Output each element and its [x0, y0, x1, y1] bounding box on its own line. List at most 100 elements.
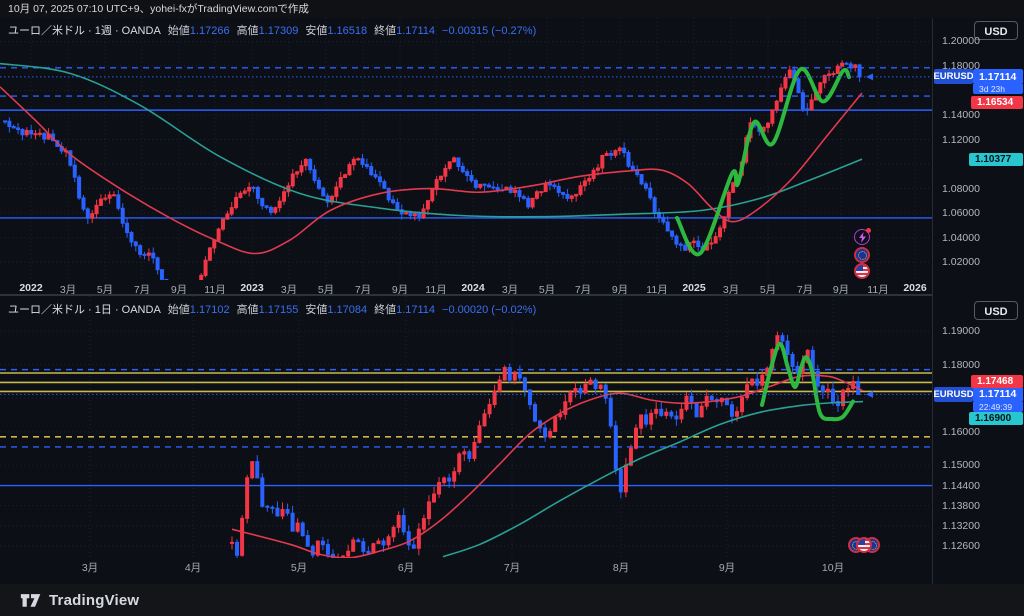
candle-body [709, 395, 714, 401]
axis-price-label: 1.08000 [942, 182, 980, 195]
weekly-time-axis[interactable]: 2022 3月 5月 7月 9月 11月 2023 3月 5月 7月 9月 11月 2024 3月 5月 7月… [0, 280, 1024, 296]
candle-body [659, 408, 664, 416]
candle-body [609, 152, 614, 156]
candle-body [582, 180, 587, 187]
candle-body [539, 191, 544, 194]
candle-body [556, 185, 561, 193]
candle-body [442, 477, 447, 484]
candle-body [260, 477, 265, 507]
candle-body [133, 241, 138, 247]
candle-body [548, 182, 552, 186]
candle-body [639, 174, 644, 185]
ma-value-badge: 1.10377 [969, 152, 1023, 166]
candle-body [98, 198, 103, 206]
daily-time-axis[interactable]: 3月4月5月6月7月8月9月10月11月 [0, 558, 1024, 578]
economic-event-icon[interactable] [854, 228, 871, 245]
candle-body [376, 540, 381, 545]
candle-body [42, 132, 47, 140]
tradingview-logo-text: TradingView [49, 591, 140, 609]
fast-ma-line[interactable] [231, 374, 864, 558]
candle-body [822, 74, 827, 84]
axis-price-label: 1.13800 [942, 499, 980, 512]
candle-body [282, 191, 287, 202]
candle-body [268, 206, 273, 213]
candle-body [783, 77, 788, 89]
candle-body [467, 451, 472, 459]
candle-body [565, 193, 570, 199]
us-flag-event-icon[interactable] [854, 263, 870, 279]
chart-area[interactable]: 2022 3月 5月 7月 9月 11月 2023 3月 5月 7月 9月 11月 2024 3月 5月 7月… [0, 18, 1024, 584]
candle-body [129, 232, 134, 243]
candle-body [563, 401, 568, 415]
current-price-badge[interactable]: 1.17114 [973, 69, 1023, 85]
candle-body [526, 197, 531, 208]
alert-price-badge[interactable]: 1.17468 [971, 374, 1023, 388]
currency-button-daily[interactable]: USD [974, 301, 1018, 320]
candle-body [661, 216, 666, 223]
symbol-price-tag[interactable]: EURUSD [933, 386, 974, 402]
candle-body [740, 397, 745, 413]
alert-dot [866, 228, 871, 233]
candle-body [24, 129, 29, 136]
slow-ma-line[interactable] [442, 400, 864, 558]
candle-body [517, 189, 522, 198]
time-tick-label: 7月 [354, 284, 372, 296]
attribution-text: 10月 07, 2025 07:10 UTC+9、yohei-fxがTradin… [8, 3, 309, 15]
us-flag-event-icon[interactable] [856, 537, 872, 553]
slow-ma-line[interactable] [0, 62, 863, 218]
candle-body [598, 384, 603, 390]
trend-annotation-line[interactable] [760, 341, 855, 422]
candle-body [11, 126, 16, 129]
candle-body [679, 408, 684, 420]
candle-body [652, 197, 657, 213]
weekly-legend[interactable]: ユーロ／米ドル · 1週 · OANDA 始値1.17266 高値1.17309 安値… [8, 22, 536, 38]
pane-divider[interactable] [0, 294, 1024, 296]
tradingview-logo-icon [20, 594, 41, 607]
candle-body [517, 371, 522, 379]
weekly-chart-pane[interactable] [0, 18, 932, 280]
candle-body [465, 171, 470, 177]
candle-body [674, 235, 679, 245]
legend-ohlc-item: 高値1.17155 [236, 304, 299, 316]
candle-body [275, 507, 280, 517]
price-axis[interactable]: USD USD 1.20000 1.18000 1.14000 1.12000 1.08… [932, 18, 1024, 584]
candle-body [664, 411, 669, 416]
candle-body [107, 194, 112, 199]
candle-body [346, 550, 351, 557]
candle-body [745, 384, 750, 399]
axis-price-label: 1.20000 [942, 35, 980, 48]
daily-legend[interactable]: ユーロ／米ドル · 1日 · OANDA 始値1.17102 高値1.17155 安値… [8, 301, 536, 317]
candle-body [112, 194, 116, 197]
candle-body [207, 247, 212, 261]
trend-annotation-line[interactable] [675, 67, 851, 257]
candle-body [713, 236, 718, 244]
alert-price-badge[interactable]: 1.16534 [971, 95, 1023, 109]
current-price-badge[interactable]: 1.17114 [973, 386, 1023, 402]
tradingview-logo[interactable]: TradingView [20, 590, 139, 610]
bar-countdown-badge: 22:49:39 [973, 401, 1023, 412]
weekly-change: −0.00315 (−0.27%) [442, 25, 537, 37]
candle-body [628, 447, 633, 466]
daily-symbol-title[interactable]: ユーロ／米ドル · 1日 · OANDA [8, 304, 161, 316]
symbol-price-tag[interactable]: EURUSD [933, 69, 974, 85]
candle-body [305, 535, 310, 547]
fast-ma-line[interactable] [0, 86, 863, 255]
candle-body [696, 240, 701, 248]
legend-ohlc-item: 始値1.17266 [167, 25, 230, 37]
currency-button-weekly[interactable]: USD [974, 21, 1018, 40]
candle-body [125, 222, 130, 234]
time-tick-label: 9月 [718, 562, 736, 574]
daily-chart-pane[interactable] [0, 296, 932, 558]
eu-flag-event-icon[interactable] [854, 247, 870, 263]
attribution-bar: 10月 07, 2025 07:10 UTC+9、yohei-fxがTradin… [0, 0, 1024, 18]
candle-body [760, 374, 765, 386]
candle-body [260, 197, 265, 207]
candle-body [437, 482, 442, 495]
candle-body [553, 416, 558, 433]
candle-body [351, 539, 356, 552]
weekly-symbol-title[interactable]: ユーロ／米ドル · 1週 · OANDA [8, 25, 161, 37]
candle-body [593, 379, 598, 390]
candle-body [770, 109, 775, 124]
candle-body [825, 388, 830, 393]
candle-body [16, 127, 21, 131]
